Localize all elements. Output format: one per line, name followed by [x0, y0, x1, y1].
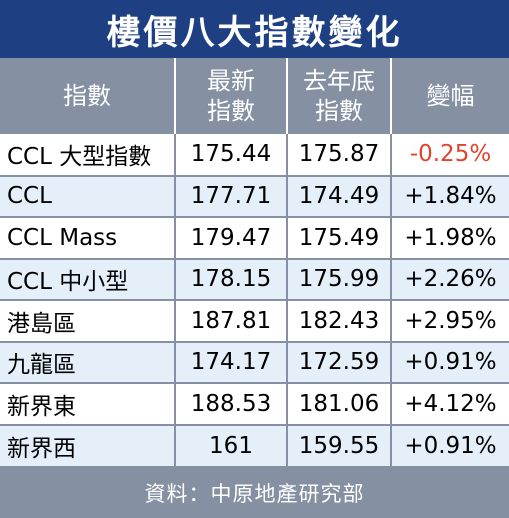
row-latest: 178.15 [174, 257, 287, 300]
row-name: 港島區 [0, 299, 175, 342]
table-row: CCL Mass 179.47 175.49 +1.98% [0, 216, 509, 259]
row-last-year-end: 175.49 [286, 216, 391, 259]
row-name: CCL Mass [0, 216, 175, 259]
row-last-year-end: 175.99 [286, 257, 391, 300]
row-latest: 177.71 [174, 174, 287, 217]
table-row: 港島區 187.81 182.43 +2.95% [0, 299, 509, 342]
row-latest: 175.44 [174, 134, 287, 176]
row-change: +4.12% [390, 382, 509, 425]
row-latest: 179.47 [174, 216, 287, 259]
row-name: 新界西 [0, 423, 175, 466]
row-last-year-end: 159.55 [286, 423, 391, 466]
header-last-year-end: 去年底 指數 [286, 58, 391, 134]
row-last-year-end: 181.06 [286, 382, 391, 425]
row-last-year-end: 175.87 [286, 134, 391, 176]
source-credit: 資料：中原地產研究部 [0, 466, 509, 518]
table-row: CCL 177.71 174.49 +1.84% [0, 174, 509, 217]
row-change: +1.98% [390, 216, 509, 259]
row-name: 新界東 [0, 382, 175, 425]
row-change: +2.26% [390, 257, 509, 300]
row-latest: 161 [174, 423, 287, 466]
row-change: +0.91% [390, 423, 509, 466]
row-name: 九龍區 [0, 340, 175, 383]
row-last-year-end: 182.43 [286, 299, 391, 342]
header-row: 指數 最新 指數 去年底 指數 變幅 [0, 58, 509, 134]
row-latest: 174.17 [174, 340, 287, 383]
header-index: 指數 [0, 58, 175, 134]
row-name: CCL 大型指數 [7, 144, 152, 171]
graphic-title: 樓價八大指數變化 [0, 0, 509, 58]
row-latest: 187.81 [174, 299, 287, 342]
table-row: 新界西 161 159.55 +0.91% [0, 423, 509, 466]
row-change: +2.95% [390, 299, 509, 342]
index-table: 指數 最新 指數 去年底 指數 變幅 CCL 大型指數 175.44 175.87 … [0, 58, 509, 466]
row-name: CCL [0, 174, 175, 217]
table-row: 九龍區 174.17 172.59 +0.91% [0, 340, 509, 383]
table-row: 新界東 188.53 181.06 +4.12% [0, 382, 509, 425]
row-change: +0.91% [390, 340, 509, 383]
row-change: +1.84% [390, 174, 509, 217]
row-last-year-end: 174.49 [286, 174, 391, 217]
row-change: -0.25% [390, 134, 509, 176]
row-last-year-end: 172.59 [286, 340, 391, 383]
row-name: CCL 中小型 [0, 257, 175, 300]
row-latest: 188.53 [174, 382, 287, 425]
header-latest: 最新 指數 [174, 58, 287, 134]
table-row: CCL 中小型 178.15 175.99 +2.26% [0, 257, 509, 300]
header-change: 變幅 [390, 58, 509, 134]
table-row: CCL 大型指數 175.44 175.87 -0.25% [0, 134, 509, 176]
